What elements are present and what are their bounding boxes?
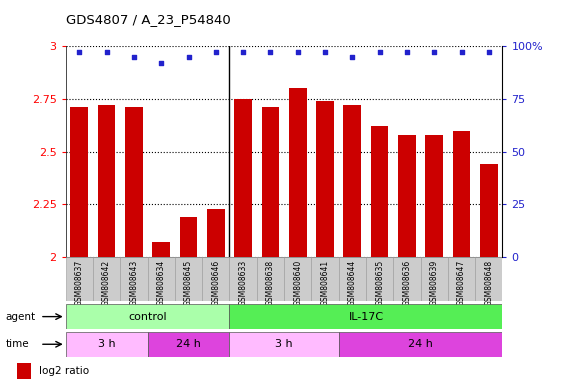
Point [375, 50, 384, 56]
Bar [230, 304, 502, 329]
Bar [70, 107, 88, 257]
Bar [257, 257, 284, 301]
Text: GDS4807 / A_23_P54840: GDS4807 / A_23_P54840 [66, 13, 231, 26]
Text: GSM808634: GSM808634 [156, 260, 166, 306]
Bar [66, 257, 93, 301]
Bar [175, 257, 202, 301]
Text: GSM808644: GSM808644 [348, 260, 357, 306]
Bar [366, 257, 393, 301]
Text: GSM808645: GSM808645 [184, 260, 193, 306]
Bar [98, 105, 115, 257]
Point [293, 50, 302, 56]
Text: 3 h: 3 h [98, 339, 115, 349]
Bar [93, 257, 120, 301]
Text: GSM808647: GSM808647 [457, 260, 466, 306]
Text: log2 ratio: log2 ratio [39, 366, 89, 376]
Bar [202, 257, 230, 301]
Bar [339, 332, 502, 357]
Bar [180, 217, 198, 257]
Point [102, 50, 111, 56]
Bar [147, 332, 230, 357]
Bar [262, 107, 279, 257]
Text: GSM808643: GSM808643 [130, 260, 138, 306]
Text: GSM808640: GSM808640 [293, 260, 302, 306]
Point [156, 60, 166, 66]
Text: GSM808638: GSM808638 [266, 260, 275, 306]
Point [75, 50, 84, 56]
Bar [234, 99, 252, 257]
Point [429, 50, 439, 56]
Bar [393, 257, 421, 301]
Bar [230, 332, 339, 357]
Text: 24 h: 24 h [408, 339, 433, 349]
Point [403, 50, 412, 56]
Bar [230, 257, 257, 301]
Text: GSM808648: GSM808648 [484, 260, 493, 306]
Text: agent: agent [6, 311, 36, 322]
Bar [339, 257, 366, 301]
Bar [66, 332, 147, 357]
Text: time: time [6, 339, 29, 349]
Bar [475, 257, 502, 301]
Bar [343, 105, 361, 257]
Bar [152, 243, 170, 257]
Point [211, 50, 220, 56]
Bar [425, 135, 443, 257]
Point [130, 53, 139, 60]
Bar [480, 164, 498, 257]
Bar [371, 126, 388, 257]
Bar [125, 107, 143, 257]
Text: 3 h: 3 h [275, 339, 293, 349]
Point [484, 50, 493, 56]
Point [239, 50, 248, 56]
Point [184, 53, 193, 60]
Text: IL-17C: IL-17C [348, 311, 384, 322]
Text: GSM808642: GSM808642 [102, 260, 111, 306]
Bar [421, 257, 448, 301]
Text: 24 h: 24 h [176, 339, 201, 349]
Point [457, 50, 466, 56]
Bar [289, 88, 307, 257]
Bar [17, 363, 31, 379]
Point [320, 50, 329, 56]
Bar [453, 131, 471, 257]
Text: GSM808637: GSM808637 [75, 260, 84, 306]
Bar [398, 135, 416, 257]
Bar [311, 257, 339, 301]
Text: GSM808639: GSM808639 [430, 260, 439, 306]
Bar [147, 257, 175, 301]
Text: control: control [128, 311, 167, 322]
Bar [66, 304, 230, 329]
Point [266, 50, 275, 56]
Text: GSM808646: GSM808646 [211, 260, 220, 306]
Text: GSM808635: GSM808635 [375, 260, 384, 306]
Text: GSM808636: GSM808636 [403, 260, 412, 306]
Text: GSM808633: GSM808633 [239, 260, 248, 306]
Bar [120, 257, 147, 301]
Point [348, 53, 357, 60]
Bar [207, 209, 225, 257]
Bar [448, 257, 475, 301]
Text: GSM808641: GSM808641 [320, 260, 329, 306]
Bar [284, 257, 311, 301]
Bar [316, 101, 334, 257]
